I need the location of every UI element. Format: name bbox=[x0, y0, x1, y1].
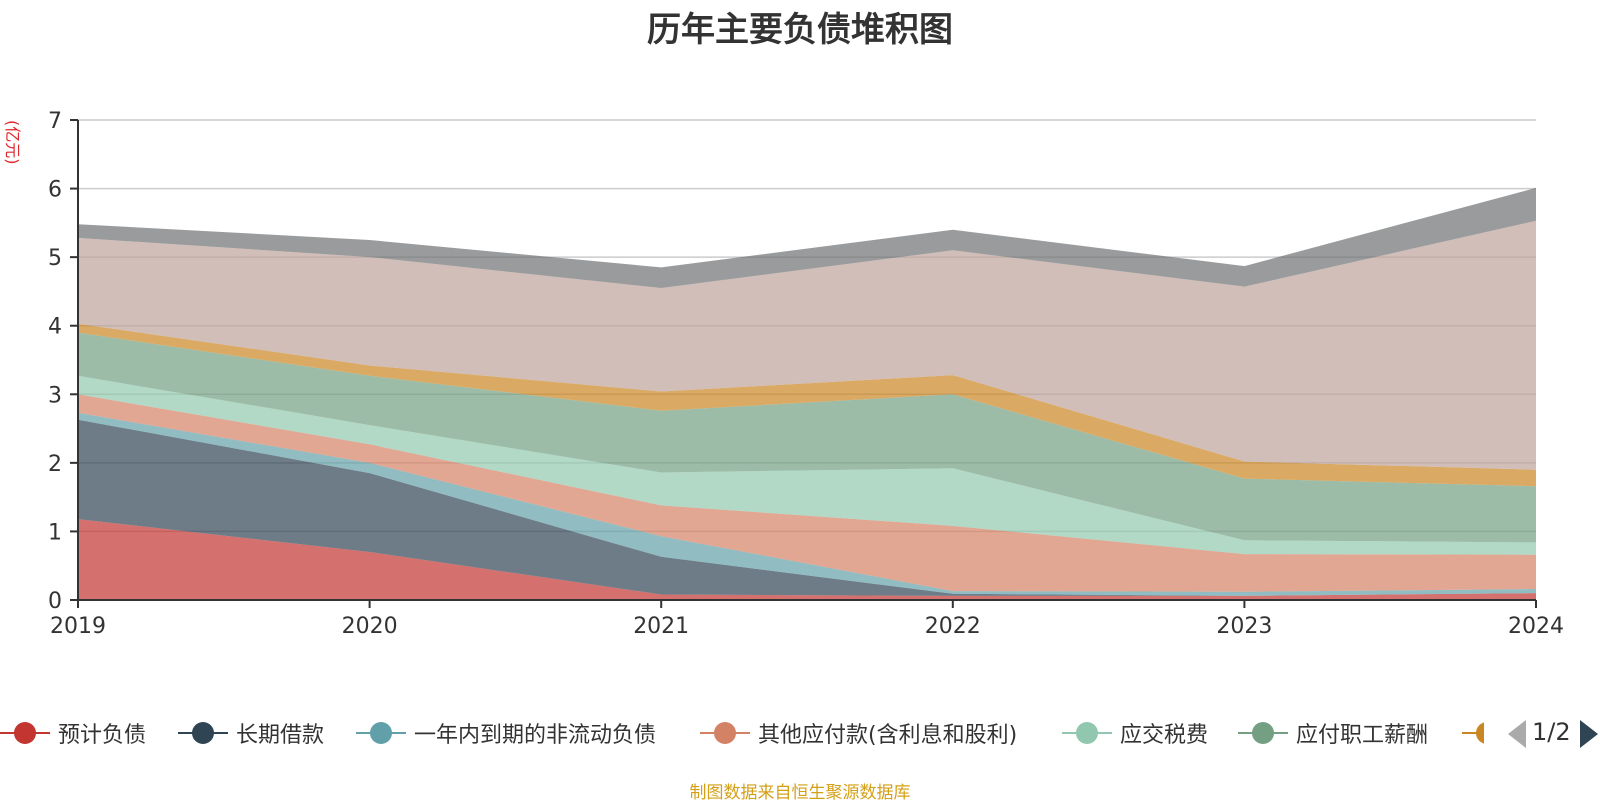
legend-marker-icon bbox=[178, 716, 228, 750]
axes bbox=[77, 120, 1536, 601]
y-tick-label: 4 bbox=[48, 315, 62, 340]
area-series-8 bbox=[78, 220, 1536, 470]
y-tick-label: 2 bbox=[48, 452, 62, 477]
area-长期借款 bbox=[78, 419, 1536, 596]
legend-item[interactable]: 一年内到期的非流动负债 bbox=[356, 716, 656, 750]
x-tick-label: 2019 bbox=[50, 614, 106, 639]
legend-next-page-icon[interactable] bbox=[1580, 720, 1598, 748]
legend-marker-icon bbox=[700, 716, 750, 750]
legend-marker-icon bbox=[356, 716, 406, 750]
legend-item[interactable]: 长期借款 bbox=[178, 716, 324, 750]
legend-pager: 1/2 bbox=[1500, 716, 1600, 752]
legend-prev-page-icon[interactable] bbox=[1508, 720, 1526, 748]
legend-label: 应交税费 bbox=[1120, 723, 1209, 748]
chart-title: 历年主要负债堆积图 bbox=[647, 10, 953, 50]
legend-item-partial bbox=[1462, 716, 1484, 750]
y-tick-labels: 0 1 2 3 4 5 6 7 bbox=[48, 109, 78, 614]
y-tick-label: 3 bbox=[48, 383, 62, 408]
x-tick-label: 2020 bbox=[342, 614, 398, 639]
legend-marker-icon bbox=[0, 716, 50, 750]
x-tick-labels: 2019 2020 2021 2022 2023 2024 bbox=[50, 600, 1564, 639]
y-tick-label: 0 bbox=[48, 589, 62, 614]
legend-item[interactable]: 应付职工薪酬 bbox=[1238, 716, 1428, 750]
legend-item[interactable]: 预计负债 bbox=[0, 716, 146, 750]
area-series bbox=[78, 187, 1536, 600]
legend-label: 预计负债 bbox=[58, 723, 147, 748]
y-tick-label: 5 bbox=[48, 246, 62, 271]
area-series-7 bbox=[78, 323, 1536, 487]
legend-item[interactable]: 其他应付款(含利息和股利) bbox=[700, 716, 1017, 750]
legend-label: 应付职工薪酬 bbox=[1296, 723, 1429, 748]
stacked-area-chart: 2019 2020 2021 2022 2023 2024 0 1 2 3 4 5 6 7 bbox=[48, 109, 1564, 639]
legend-label: 一年内到期的非流动负债 bbox=[414, 723, 657, 748]
y-tick-label: 7 bbox=[48, 109, 62, 134]
legend-marker-icon bbox=[1238, 716, 1288, 750]
legend: 预计负债 长期借款 一年内到期的非流动负债 其他应付款(含利息和股利) 应交税费 应付职工… bbox=[0, 716, 1600, 750]
legend-page-indicator: 1/2 bbox=[1532, 718, 1571, 746]
area-预计负债 bbox=[78, 519, 1536, 600]
x-tick-label: 2022 bbox=[925, 614, 981, 639]
x-tick-label: 2023 bbox=[1216, 614, 1272, 639]
legend-label: 长期借款 bbox=[236, 723, 325, 748]
area-series-9 bbox=[78, 187, 1536, 288]
source-note: 制图数据来自恒生聚源数据库 bbox=[689, 783, 911, 803]
area-其他应付款(含利息和股利) bbox=[78, 394, 1536, 592]
y-tick-label: 6 bbox=[48, 178, 62, 203]
x-tick-label: 2021 bbox=[633, 614, 689, 639]
legend-marker-icon bbox=[1062, 716, 1112, 750]
legend-marker-icon bbox=[1462, 716, 1484, 750]
area-应付职工薪酬 bbox=[78, 332, 1536, 543]
y-tick-label: 1 bbox=[48, 520, 62, 545]
x-tick-label: 2024 bbox=[1508, 614, 1564, 639]
legend-label: 其他应付款(含利息和股利) bbox=[758, 723, 1018, 748]
legend-item[interactable]: 应交税费 bbox=[1062, 716, 1208, 750]
